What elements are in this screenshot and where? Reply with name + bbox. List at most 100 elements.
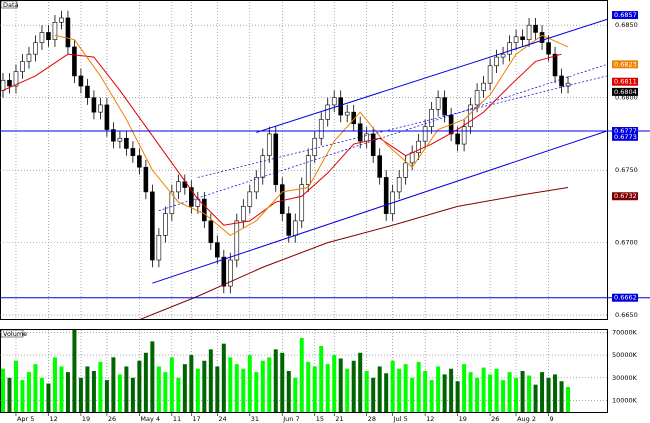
volume-bar [416,361,421,412]
volume-bar [46,383,51,412]
volume-bar [520,371,525,412]
volume-bar [325,364,330,412]
candle-body [494,56,499,67]
volume-bar [176,377,181,412]
x-tick-label: 12 [426,415,434,423]
y-tick-label: 0.6850 [615,21,638,29]
volume-bar [65,372,70,412]
x-tick-label: 28 [368,415,376,423]
candle-body [266,133,272,156]
volume-bar [364,371,369,412]
x-tick-label: 9 [550,415,554,423]
x-tick-label: 26 [491,415,499,423]
candle-body [383,177,389,214]
price-label: 0.6732 [614,192,637,200]
candle-body [20,61,25,72]
volume-bar [273,349,278,412]
volume-bar [228,357,233,412]
candle-body [215,242,220,258]
candle-body [137,155,142,168]
candle-body [312,137,318,156]
candle-body [526,24,532,40]
legend-label: Data [3,1,19,9]
volume-bar [208,349,213,412]
volume-bar [85,366,90,412]
x-tick-label: 21 [335,415,343,423]
candle-body [403,162,408,178]
candle-body [507,42,512,55]
candle-body [0,79,6,91]
volume-bar [455,381,460,412]
volume-bar [566,386,571,412]
volume-bar [260,360,265,412]
volume-bar [306,361,311,412]
candle-body [416,140,421,154]
volume-bar [358,352,363,412]
volume-bar [501,380,506,412]
volume-bar [319,345,324,412]
candle-body [13,71,19,87]
price-label: 0.6857 [614,11,637,19]
candle-body [111,129,116,142]
x-tick-label: Apr 5 [17,415,34,423]
candle-body [189,187,194,207]
candle-body [331,97,337,106]
candle-body [104,104,110,130]
volume-bar [540,372,545,412]
candle-body [351,111,357,125]
x-tick-label: 19 [459,415,467,423]
candle-body [539,32,545,43]
volume-bar [559,381,564,412]
candle-body [370,133,376,156]
candle-body [299,184,305,222]
candle-body [59,17,64,23]
price-label: 0.6811 [614,78,637,86]
candle-body [156,235,162,261]
candle-body [163,213,168,236]
candle-body [98,104,103,113]
candle-body [143,166,149,193]
volume-bar [20,380,25,412]
x-tick-label: 26 [108,415,116,423]
volume-bar [390,360,395,412]
volume-bar [280,352,285,412]
candle-body [442,97,447,116]
volume-bar [117,374,122,412]
volume-bar [546,377,551,412]
candle-body [240,206,246,222]
volume-bar [442,374,447,412]
y-tick-label: 0.6750 [615,166,638,174]
candle-body [546,42,551,55]
price-panel [0,0,608,320]
volume-bar [130,377,135,412]
volume-bar [299,337,304,412]
volume-bar [247,355,252,412]
price-label: 0.6804 [614,88,637,96]
volume-bar [481,367,486,412]
volume-bar [91,371,96,412]
x-tick-label: 17 [192,415,200,423]
candle-body [429,108,434,127]
volume-bar [371,377,376,412]
candle-body [65,17,71,48]
volume-bar [163,372,168,412]
candle-body [176,181,181,193]
candle-body [292,220,298,236]
volume-bar [72,330,77,412]
volume-bar [111,357,116,412]
x-tick-label: May 4 [140,415,160,423]
volume-bar [384,373,389,412]
candle-body [305,155,311,185]
x-tick-label: 12 [49,415,57,423]
candle-body [234,220,240,261]
volume-title: Volume [3,330,27,338]
volume-bar [403,364,408,412]
candle-body [338,97,344,116]
plot-area [0,330,607,412]
candle-body [409,152,415,164]
x-tick-label: 31 [251,415,259,423]
volume-bar [124,366,129,412]
candle-body [318,119,324,139]
candle-body [39,32,45,43]
price-label-box [612,60,638,69]
